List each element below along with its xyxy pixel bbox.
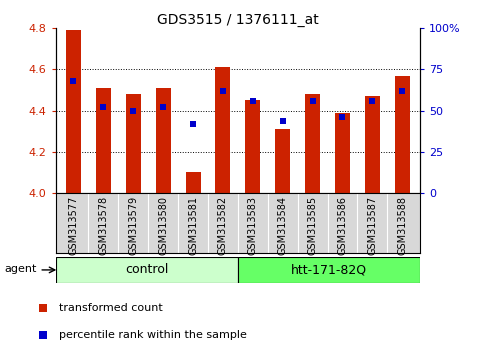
Text: GSM313583: GSM313583	[248, 196, 258, 255]
Text: agent: agent	[5, 264, 37, 274]
Bar	[185, 172, 200, 193]
Text: GSM313588: GSM313588	[398, 196, 407, 255]
Text: GSM313581: GSM313581	[188, 196, 198, 255]
Text: GSM313584: GSM313584	[278, 196, 288, 255]
Bar	[395, 76, 410, 193]
Bar	[96, 88, 111, 193]
Bar	[245, 100, 260, 193]
Title: GDS3515 / 1376111_at: GDS3515 / 1376111_at	[157, 13, 319, 27]
Text: GSM313577: GSM313577	[69, 196, 78, 255]
Bar	[275, 129, 290, 193]
Bar	[335, 113, 350, 193]
Text: control: control	[125, 263, 169, 276]
Bar	[66, 30, 81, 193]
Bar	[156, 88, 170, 193]
Bar	[305, 94, 320, 193]
Text: GSM313585: GSM313585	[308, 196, 318, 255]
FancyBboxPatch shape	[56, 257, 238, 283]
Bar	[365, 96, 380, 193]
Text: transformed count: transformed count	[58, 303, 162, 313]
Text: GSM313579: GSM313579	[128, 196, 138, 255]
Text: htt-171-82Q: htt-171-82Q	[291, 263, 367, 276]
FancyBboxPatch shape	[238, 257, 420, 283]
Text: percentile rank within the sample: percentile rank within the sample	[58, 330, 246, 341]
Text: GSM313580: GSM313580	[158, 196, 168, 255]
Text: GSM313582: GSM313582	[218, 196, 228, 255]
Bar	[215, 67, 230, 193]
Text: GSM313586: GSM313586	[338, 196, 347, 255]
Bar	[126, 94, 141, 193]
Text: GSM313587: GSM313587	[368, 196, 377, 255]
Text: GSM313578: GSM313578	[99, 196, 108, 255]
